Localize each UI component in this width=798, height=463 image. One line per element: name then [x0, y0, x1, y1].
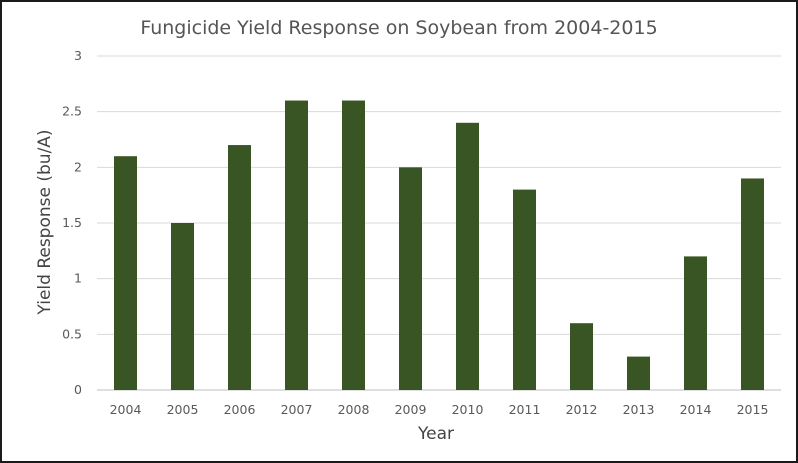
gridlines	[97, 55, 781, 391]
y-tick-label: 2	[74, 159, 82, 174]
x-tick-label: 2006	[224, 402, 256, 417]
x-tick-label: 2014	[680, 402, 712, 417]
x-tick-label: 2012	[566, 402, 598, 417]
bar-2012	[570, 323, 593, 390]
bar-2008	[342, 100, 365, 391]
y-tick-label: 0	[74, 382, 82, 397]
y-tick-label: 2.5	[62, 104, 82, 119]
y-tick-label: 1.5	[62, 215, 82, 230]
x-tick-label: 2005	[167, 402, 199, 417]
bar-2015	[741, 178, 764, 390]
y-axis-label: Yield Response (bu/A)	[35, 129, 55, 315]
x-tick-label: 2007	[281, 402, 313, 417]
bar-2009	[399, 167, 422, 390]
bar-2005	[171, 223, 194, 390]
y-tick-label: 0.5	[62, 326, 82, 341]
x-tick-label: 2010	[452, 402, 484, 417]
x-tick-label: 2015	[737, 402, 769, 417]
bar-2010	[456, 122, 479, 391]
bar-2006	[228, 145, 251, 390]
bar-2014	[684, 256, 707, 390]
y-tick-label: 1	[74, 271, 82, 286]
bar-2011	[513, 189, 536, 390]
bar-2013	[627, 356, 650, 390]
x-tick-label: 2009	[395, 402, 427, 417]
bars	[114, 100, 764, 391]
x-tick-label: 2013	[623, 402, 655, 417]
bar-2007	[285, 100, 308, 391]
x-axis-tick-labels: 2004 2005 2006 2007 2008 2009 2010 2011 2012 2013…	[110, 402, 769, 417]
bar-2004	[114, 156, 137, 390]
x-tick-label: 2004	[110, 402, 142, 417]
x-axis-label: Year	[417, 424, 454, 444]
chart-title: Fungicide Yield Response on Soybean from…	[140, 17, 657, 39]
y-tick-label: 3	[74, 48, 82, 63]
x-tick-label: 2011	[509, 402, 541, 417]
x-tick-label: 2008	[338, 402, 370, 417]
y-axis-tick-labels: 0 0.5 1 1.5 2 2.5 3	[62, 48, 82, 397]
